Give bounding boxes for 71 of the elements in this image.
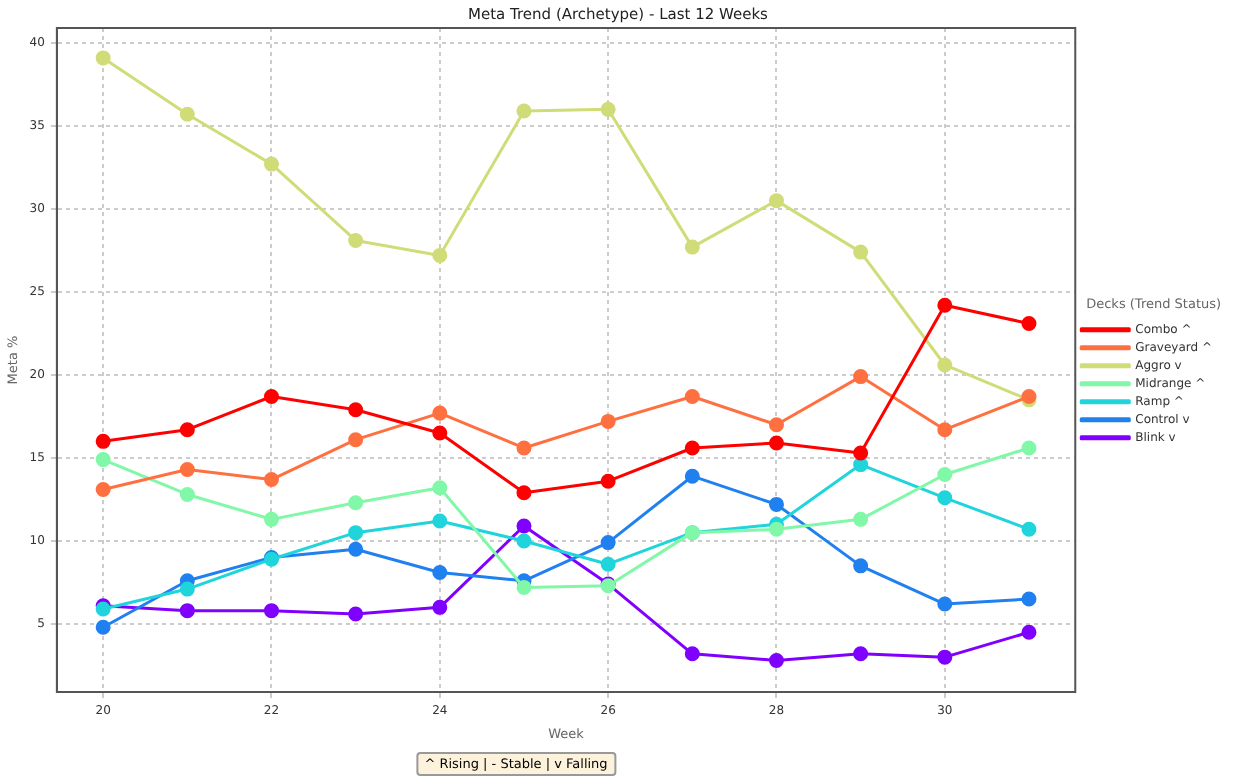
point [516, 579, 532, 595]
point [348, 232, 364, 248]
point [516, 485, 532, 501]
point [95, 481, 111, 497]
point [937, 649, 953, 665]
point [179, 603, 195, 619]
point [600, 535, 616, 551]
point [179, 462, 195, 478]
point [179, 581, 195, 597]
point [95, 50, 111, 66]
point [348, 606, 364, 622]
point [684, 440, 700, 456]
point [684, 646, 700, 662]
point [937, 467, 953, 483]
point [768, 417, 784, 433]
point [853, 457, 869, 473]
point [937, 422, 953, 438]
point [684, 389, 700, 405]
point [1021, 315, 1037, 331]
point [600, 413, 616, 429]
point [432, 247, 448, 263]
point [768, 496, 784, 512]
point [263, 603, 279, 619]
point [263, 511, 279, 527]
point [432, 564, 448, 580]
point [600, 473, 616, 489]
point [432, 425, 448, 441]
point [1021, 440, 1037, 456]
point [516, 103, 532, 119]
point [348, 541, 364, 557]
point [263, 156, 279, 172]
point [600, 556, 616, 572]
point [432, 599, 448, 615]
point [516, 518, 532, 534]
point [95, 619, 111, 635]
point [432, 405, 448, 421]
point [853, 511, 869, 527]
point [853, 445, 869, 461]
point [768, 652, 784, 668]
point [768, 193, 784, 209]
point [853, 369, 869, 385]
point [263, 472, 279, 488]
point [348, 432, 364, 448]
point [179, 422, 195, 438]
point [853, 558, 869, 574]
point [516, 533, 532, 549]
point [1021, 591, 1037, 607]
point [684, 468, 700, 484]
point [1021, 521, 1037, 537]
point [348, 495, 364, 511]
point [937, 596, 953, 612]
point [348, 525, 364, 541]
point [348, 402, 364, 418]
point [937, 357, 953, 373]
point [600, 101, 616, 117]
point [432, 480, 448, 496]
point [1021, 624, 1037, 640]
point [179, 486, 195, 502]
point [263, 389, 279, 405]
point [937, 297, 953, 313]
point [853, 646, 869, 662]
point [937, 490, 953, 506]
point [432, 513, 448, 529]
point [516, 440, 532, 456]
point [95, 452, 111, 468]
point [95, 433, 111, 449]
point [853, 244, 869, 260]
point [684, 239, 700, 255]
point [179, 106, 195, 122]
point [768, 435, 784, 451]
point [768, 521, 784, 537]
